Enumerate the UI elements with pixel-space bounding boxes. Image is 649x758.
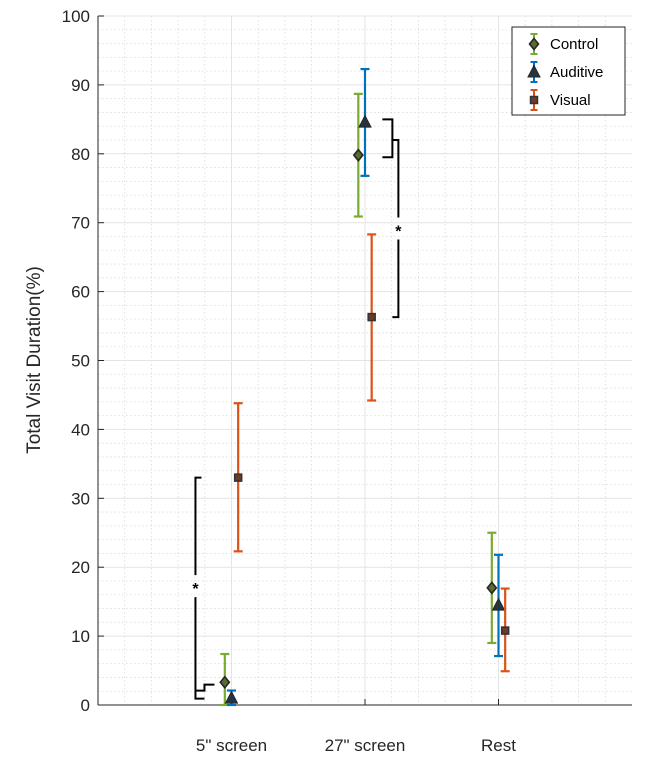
data-point bbox=[352, 148, 364, 162]
y-tick-label: 80 bbox=[71, 145, 90, 164]
series-control bbox=[219, 92, 498, 707]
legend-marker bbox=[528, 37, 540, 51]
bracket-upper bbox=[194, 476, 202, 576]
bracket-upper bbox=[392, 139, 400, 218]
y-tick-label: 100 bbox=[62, 7, 90, 26]
data-point bbox=[233, 473, 243, 482]
significance-bracket: * bbox=[192, 476, 215, 700]
legend-label: Control bbox=[550, 36, 598, 53]
data-point bbox=[224, 690, 239, 704]
bracket-lower bbox=[194, 597, 215, 692]
data-point bbox=[219, 675, 231, 690]
data-point bbox=[491, 597, 506, 611]
y-tick-label: 70 bbox=[71, 214, 90, 233]
significance-star: * bbox=[395, 224, 402, 241]
significance-star: * bbox=[192, 581, 199, 598]
bracket-foot bbox=[194, 690, 205, 700]
y-tick-label: 60 bbox=[71, 283, 90, 302]
y-tick-label: 10 bbox=[71, 627, 90, 646]
data-series bbox=[219, 67, 510, 707]
legend-entry-visual: Visual bbox=[529, 89, 591, 111]
legend-label: Visual bbox=[550, 92, 591, 109]
x-tick-label: Rest bbox=[481, 736, 516, 755]
axes bbox=[97, 15, 632, 706]
data-point bbox=[500, 626, 510, 635]
legend-entry-auditive: Auditive bbox=[527, 61, 603, 83]
x-tick-label: 5" screen bbox=[196, 736, 267, 755]
y-tick-label: 50 bbox=[71, 352, 90, 371]
data-point bbox=[358, 114, 372, 128]
y-tick-label: 20 bbox=[71, 558, 90, 577]
significance-bracket: * bbox=[382, 118, 402, 319]
data-point bbox=[486, 581, 498, 595]
bracket-lower bbox=[392, 239, 400, 319]
significance-annotations: ** bbox=[192, 118, 402, 700]
series-auditive bbox=[224, 67, 506, 707]
data-point bbox=[367, 312, 376, 322]
bracket-top-pair bbox=[382, 118, 394, 159]
x-tick-label: 27" screen bbox=[325, 736, 406, 755]
legend[interactable]: Control Auditive Visual bbox=[511, 26, 626, 116]
series-visual bbox=[233, 233, 510, 673]
legend-entry-control: Control bbox=[528, 33, 598, 55]
tick-labels: 0 10 20 30 40 50 60 70 80 90 100 5" screen 27" scree… bbox=[62, 7, 517, 755]
y-tick-label: 30 bbox=[71, 489, 90, 508]
legend-label: Auditive bbox=[550, 64, 603, 81]
y-tick-label: 0 bbox=[81, 696, 90, 715]
y-tick-label: 90 bbox=[71, 76, 90, 95]
legend-marker bbox=[529, 95, 539, 105]
legend-marker bbox=[527, 64, 541, 78]
y-tick-label: 40 bbox=[71, 420, 90, 439]
y-axis-title: Total Visit Duration(%) bbox=[24, 266, 45, 454]
